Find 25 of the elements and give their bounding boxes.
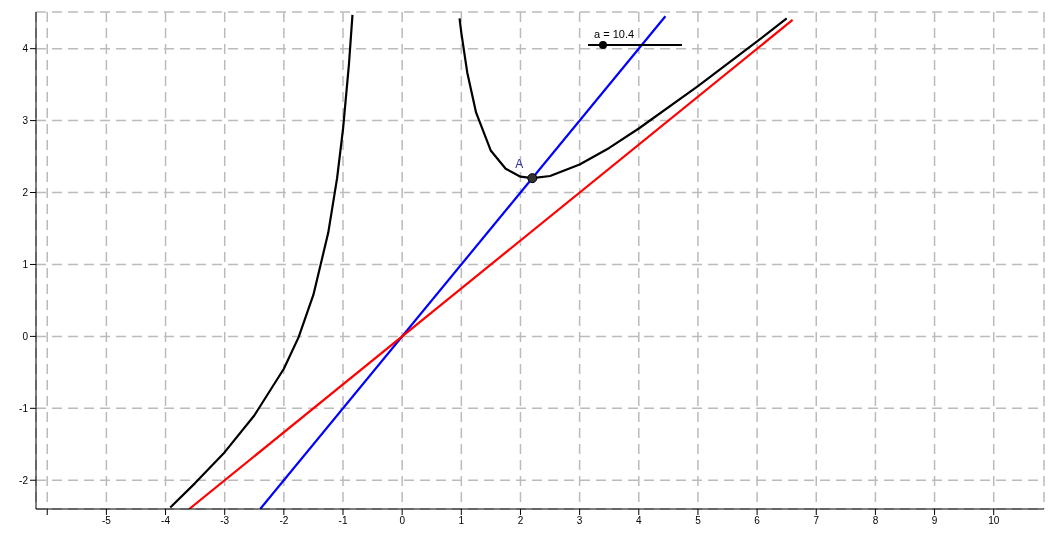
x-tick-label: 10 bbox=[988, 515, 1000, 527]
y-tick-label: 3 bbox=[22, 115, 29, 127]
x-tick-label: 3 bbox=[576, 515, 583, 527]
y-tick-label: -1 bbox=[19, 402, 29, 414]
x-tick-label: -1 bbox=[338, 515, 348, 527]
x-tick-label: 7 bbox=[813, 515, 820, 527]
x-tick-label: -3 bbox=[220, 515, 230, 527]
y-tick-label: 1 bbox=[22, 259, 29, 271]
x-tick-label: 8 bbox=[872, 515, 879, 527]
x-tick-label: -2 bbox=[279, 515, 289, 527]
annotation: A bbox=[515, 157, 524, 172]
y-tick-label: -2 bbox=[19, 474, 29, 486]
x-tick-label: -4 bbox=[161, 515, 171, 527]
x-tick-label: 4 bbox=[636, 515, 643, 527]
x-tick-label: 6 bbox=[754, 515, 761, 527]
y-tick-label: 2 bbox=[22, 187, 29, 199]
x-tick-label: 1 bbox=[458, 515, 465, 527]
x-tick-label: 5 bbox=[695, 515, 702, 527]
annotation: a = 10.4 bbox=[594, 28, 636, 40]
x-tick-label: 0 bbox=[399, 515, 406, 527]
x-tick-label: 2 bbox=[517, 515, 524, 527]
y-tick-label: 4 bbox=[22, 43, 29, 55]
y-tick-label: 0 bbox=[22, 330, 29, 342]
x-tick-label: -5 bbox=[101, 515, 112, 527]
x-tick-label: 9 bbox=[931, 515, 938, 527]
